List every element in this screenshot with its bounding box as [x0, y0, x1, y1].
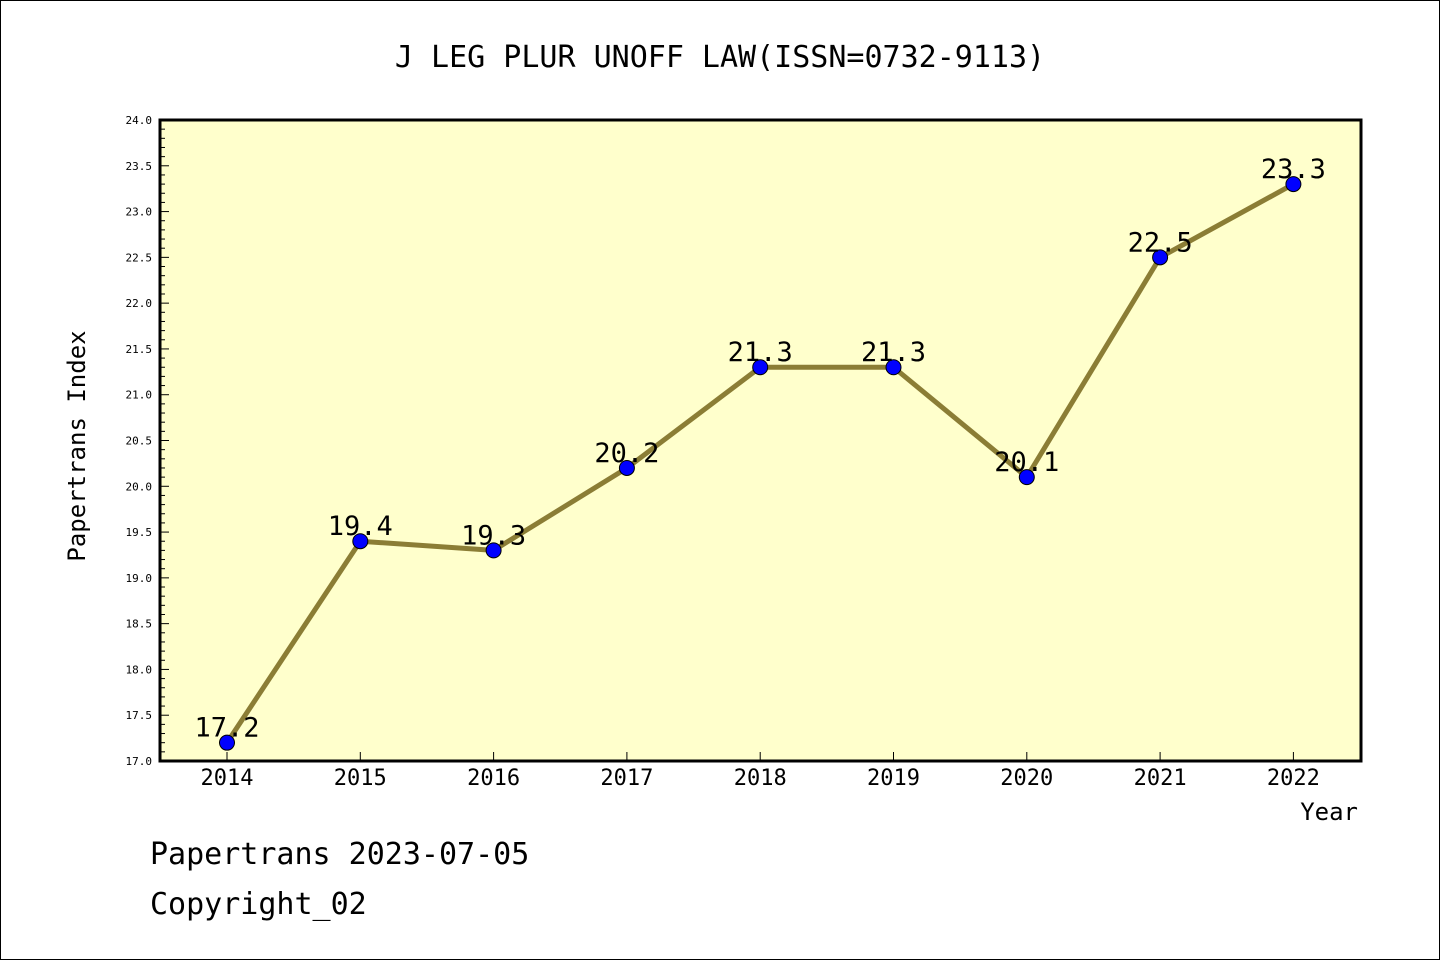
x-axis-label: Year [1300, 798, 1358, 826]
y-tick-label: 17.5 [126, 709, 153, 722]
y-tick-label: 22.0 [126, 297, 153, 310]
data-label: 17.2 [194, 713, 259, 744]
data-label: 19.4 [328, 511, 393, 542]
x-tick-label: 2018 [734, 766, 787, 791]
data-point [1018, 469, 1035, 486]
data-label: 19.3 [461, 520, 526, 551]
data-point [1152, 249, 1169, 266]
data-label: 20.2 [594, 438, 659, 469]
x-tick-label: 2021 [1134, 766, 1187, 791]
data-label: 20.1 [994, 447, 1059, 478]
data-label: 21.3 [728, 337, 793, 368]
plot-area [158, 118, 1363, 763]
data-label: 22.5 [1128, 227, 1193, 258]
data-point [485, 542, 502, 559]
x-tick-label: 2015 [334, 766, 387, 791]
x-axis: 2014 2015 2016 2017 2018 2019 2020 2021 2022 [201, 752, 1320, 791]
y-axis: 17.0 17.5 18.0 18.5 19.0 19.5 20.0 20.5 21.0 21.5… [126, 114, 169, 768]
y-tick-label: 23.0 [126, 206, 153, 219]
y-tick-label: 20.5 [126, 435, 153, 448]
y-tick-label: 24.0 [126, 114, 153, 127]
y-axis-label: Papertrans Index [63, 330, 91, 561]
x-tick-label: 2020 [1000, 766, 1053, 791]
y-tick-label: 18.5 [126, 618, 153, 631]
series-line-group [219, 176, 1302, 751]
y-tick-label: 20.0 [126, 480, 153, 493]
x-tick-label: 2017 [600, 766, 653, 791]
data-point [618, 459, 635, 476]
data-point [1285, 176, 1302, 193]
x-tick-label: 2014 [201, 766, 254, 791]
chart-title: J LEG PLUR UNOFF LAW(ISSN=0732-9113) [395, 40, 1045, 75]
data-labels: 17.2 19.4 19.3 20.2 21.3 21.3 20.1 22.5 23.3 [194, 154, 1325, 744]
footer-date: Papertrans 2023-07-05 [150, 837, 529, 872]
y-tick-label: 21.5 [126, 343, 153, 356]
y-tick-label: 23.5 [126, 160, 153, 173]
x-tick-label: 2016 [467, 766, 520, 791]
footer-copyright: Copyright_02 [150, 887, 367, 922]
data-label: 23.3 [1261, 154, 1326, 185]
y-tick-label: 19.0 [126, 572, 153, 585]
x-tick-label: 2019 [867, 766, 920, 791]
data-point [752, 359, 769, 376]
y-tick-label: 21.0 [126, 389, 153, 402]
x-tick-label: 2022 [1267, 766, 1320, 791]
data-point [352, 533, 369, 550]
y-tick-label: 22.5 [126, 251, 153, 264]
data-point [219, 734, 235, 751]
y-tick-label: 19.5 [126, 526, 153, 539]
data-point [885, 359, 902, 376]
y-tick-label: 18.0 [126, 663, 153, 676]
y-tick-label: 17.0 [126, 755, 153, 768]
data-label: 21.3 [861, 337, 926, 368]
